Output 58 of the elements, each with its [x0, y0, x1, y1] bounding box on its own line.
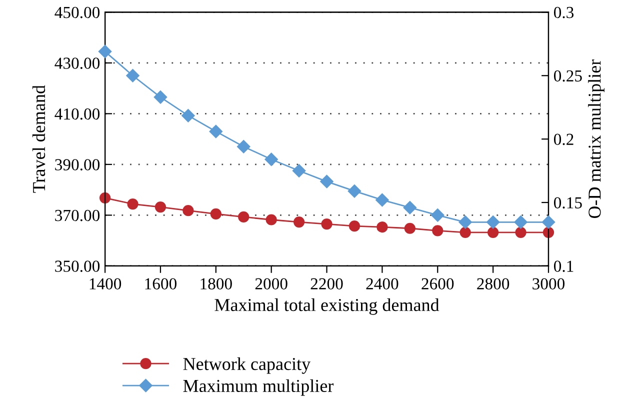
y-tick-label: 350.00	[55, 260, 100, 272]
point	[514, 216, 528, 229]
point	[321, 218, 332, 230]
point	[404, 222, 416, 234]
legend-label: Network capacity	[183, 357, 311, 374]
y2-tick-label: 0.2	[554, 134, 574, 146]
x-tick-label: 1400	[90, 278, 122, 290]
point	[266, 214, 277, 226]
point	[486, 216, 500, 229]
x-tick-label: 2000	[255, 278, 288, 290]
point	[293, 216, 305, 228]
point	[542, 216, 556, 229]
legend-label: Maximum multiplier	[183, 379, 334, 396]
point	[99, 192, 111, 204]
y2-tick-label: 0.3	[554, 6, 574, 18]
y-tick-label: 370.00	[55, 210, 100, 222]
point	[182, 108, 195, 122]
y-tick-label: 390.00	[55, 159, 100, 170]
x-tick-label: 2400	[366, 278, 398, 290]
x-tick-label: 2200	[310, 278, 343, 290]
point	[238, 211, 250, 223]
point	[458, 216, 472, 229]
point	[237, 140, 250, 154]
point	[264, 152, 278, 166]
y2-tick-label: 0.15	[554, 197, 582, 209]
y2-tick-label: 0.25	[554, 70, 582, 82]
point	[126, 69, 140, 82]
x-tick-label: 2600	[422, 278, 454, 290]
point	[210, 208, 222, 220]
x-tick-label: 1800	[200, 278, 232, 290]
point	[460, 226, 471, 238]
point	[182, 205, 194, 216]
y-tick-label: 410.00	[54, 108, 100, 120]
point	[127, 198, 138, 210]
point	[348, 184, 362, 198]
x-tick-label: 2800	[477, 278, 510, 290]
y2-tick-label: 0.1	[554, 260, 574, 272]
point	[432, 225, 444, 236]
y-tick-label: 430.00	[54, 58, 100, 69]
point	[403, 200, 416, 214]
point	[154, 202, 166, 213]
point	[376, 193, 389, 207]
x-tick-label: 1600	[145, 278, 177, 290]
y-axis-title: Travel demand	[32, 85, 46, 193]
y-tick-label: 450.00	[54, 6, 100, 18]
point	[320, 174, 334, 188]
point	[154, 90, 168, 104]
x-axis-title: Maximal total existing demand	[214, 298, 440, 315]
y2-axis-title: O-D matrix multiplier	[588, 59, 604, 218]
point	[488, 226, 499, 238]
point	[209, 124, 222, 138]
point	[98, 44, 112, 58]
point	[515, 226, 526, 238]
point	[431, 208, 444, 222]
x-tick-label: 3000	[532, 278, 565, 290]
point	[376, 222, 388, 233]
point	[292, 164, 306, 178]
point	[348, 220, 360, 232]
